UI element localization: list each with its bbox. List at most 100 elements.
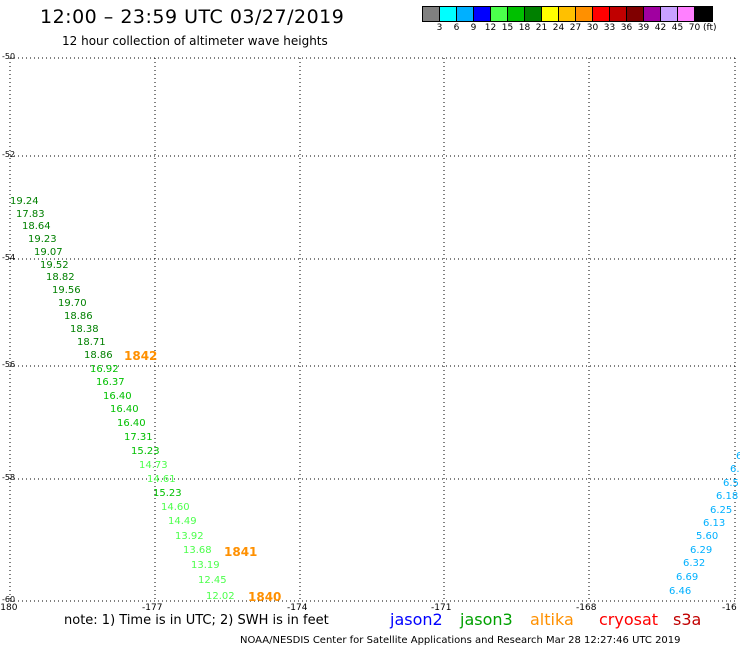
wave-height-label: 19.56 [52, 285, 81, 296]
wave-height-label: 6.29 [690, 545, 713, 556]
longitude-label: -168 [576, 603, 597, 613]
color-legend-tick: 18 [518, 23, 531, 33]
wave-height-label: 18.38 [70, 324, 99, 335]
pass-time-label: 1840 [248, 590, 282, 604]
wave-height-label: 14.61 [147, 474, 176, 485]
wave-height-label: 6.32 [683, 558, 706, 569]
wave-height-label: 12.02 [206, 591, 235, 602]
color-swatch [678, 7, 695, 21]
color-swatch [525, 7, 542, 21]
map-grid [9, 57, 736, 602]
color-legend-tick: 6 [453, 23, 460, 33]
color-legend-tick: 3 [436, 23, 443, 33]
wave-height-label: 16.37 [96, 377, 125, 388]
color-legend-tick: 15 [501, 23, 514, 33]
color-swatch [644, 7, 661, 21]
pass-time-label: 1841 [224, 545, 258, 559]
color-swatch [440, 7, 457, 21]
color-swatch [508, 7, 525, 21]
color-legend-tick: 30 [586, 23, 599, 33]
wave-height-label: 19.70 [58, 298, 87, 309]
wave-height-label: 17.83 [16, 209, 45, 220]
page-title: 12:00 – 23:59 UTC 03/27/2019 [40, 6, 345, 28]
wave-height-label: 18.64 [22, 221, 51, 232]
satellite-legend-jason3: jason3 [460, 610, 513, 629]
page-subtitle: 12 hour collection of altimeter wave hei… [62, 34, 328, 48]
wave-height-label: 18.71 [77, 337, 106, 348]
latitude-label: -58 [2, 473, 16, 482]
color-swatch [423, 7, 440, 21]
color-swatch [627, 7, 644, 21]
wave-height-label: 19.52 [40, 260, 69, 271]
color-legend-tick: 21 [535, 23, 548, 33]
wave-height-label: 16.40 [103, 391, 132, 402]
color-legend-tick: 42 [654, 23, 667, 33]
color-swatch [457, 7, 474, 21]
color-legend-tick: 36 [620, 23, 633, 33]
color-swatch [474, 7, 491, 21]
latitude-label: -54 [2, 253, 16, 262]
wave-height-label: 17.31 [124, 432, 153, 443]
color-legend-tick: 9 [470, 23, 477, 33]
latitude-label: -56 [2, 360, 16, 369]
longitude-label: -16 [722, 603, 737, 613]
wave-height-label: 6.46 [669, 586, 692, 597]
wave-height-label: 18.86 [64, 311, 93, 322]
wave-height-label: 19.07 [34, 247, 63, 258]
color-legend-tick: 24 [552, 23, 565, 33]
color-legend-bar [422, 6, 713, 22]
wave-height-label: 6. [730, 464, 740, 475]
wave-height-label: 13.92 [175, 531, 204, 542]
satellite-legend-jason2: jason2 [390, 610, 443, 629]
wave-height-label: 18.86 [84, 350, 113, 361]
credit-line: NOAA/NESDIS Center for Satellite Applica… [240, 635, 681, 646]
color-swatch [593, 7, 610, 21]
longitude-label: -171 [431, 603, 452, 613]
wave-height-label: 16.92 [90, 364, 119, 375]
wave-height-label: 13.19 [191, 560, 220, 571]
color-swatch [661, 7, 678, 21]
wave-height-label: 14.49 [168, 516, 197, 527]
wave-height-label: 6.18 [716, 491, 739, 502]
color-legend-tick: 70 [688, 23, 701, 33]
longitude-label: -177 [142, 603, 163, 613]
wave-height-label: 19.24 [10, 196, 39, 207]
wave-height-label: 14.73 [139, 460, 168, 471]
color-legend-tick: 45 [671, 23, 684, 33]
wave-height-label: 6 [736, 451, 740, 462]
color-legend-tick: 33 [603, 23, 616, 33]
latitude-label: -52 [2, 150, 16, 159]
wave-height-label: 14.60 [161, 502, 190, 513]
color-swatch [491, 7, 508, 21]
longitude-label: -174 [287, 603, 308, 613]
wave-height-label: 16.40 [110, 404, 139, 415]
wave-height-label: 6.25 [710, 505, 733, 516]
satellite-legend-cryosat: cryosat [599, 610, 659, 629]
color-swatch [695, 7, 712, 21]
color-swatch [610, 7, 627, 21]
satellite-legend-altika: altika [530, 610, 574, 629]
wave-height-label: 19.23 [28, 234, 57, 245]
latitude-label: -50 [2, 52, 16, 61]
wave-height-label: 6.69 [676, 572, 699, 583]
color-legend-unit: (ft) [703, 23, 717, 33]
color-legend-tick: 27 [569, 23, 582, 33]
color-legend-tick: 12 [484, 23, 497, 33]
pass-time-label: 1842 [124, 349, 158, 363]
latitude-label: -60 [2, 595, 16, 604]
wave-height-label: 6.13 [703, 518, 726, 529]
color-swatch [576, 7, 593, 21]
wave-height-label: 5.60 [696, 531, 719, 542]
footnote: note: 1) Time is in UTC; 2) SWH is in fe… [64, 613, 329, 628]
wave-height-label: 16.40 [117, 418, 146, 429]
color-legend-tick: 39 [637, 23, 650, 33]
wave-height-label: 12.45 [198, 575, 227, 586]
color-swatch [542, 7, 559, 21]
color-swatch [559, 7, 576, 21]
longitude-label: -180 [0, 603, 18, 613]
wave-height-label: 6.5 [723, 478, 739, 489]
satellite-legend-s3a: s3a [673, 610, 702, 629]
wave-height-label: 15.23 [131, 446, 160, 457]
wave-height-label: 15.23 [153, 488, 182, 499]
